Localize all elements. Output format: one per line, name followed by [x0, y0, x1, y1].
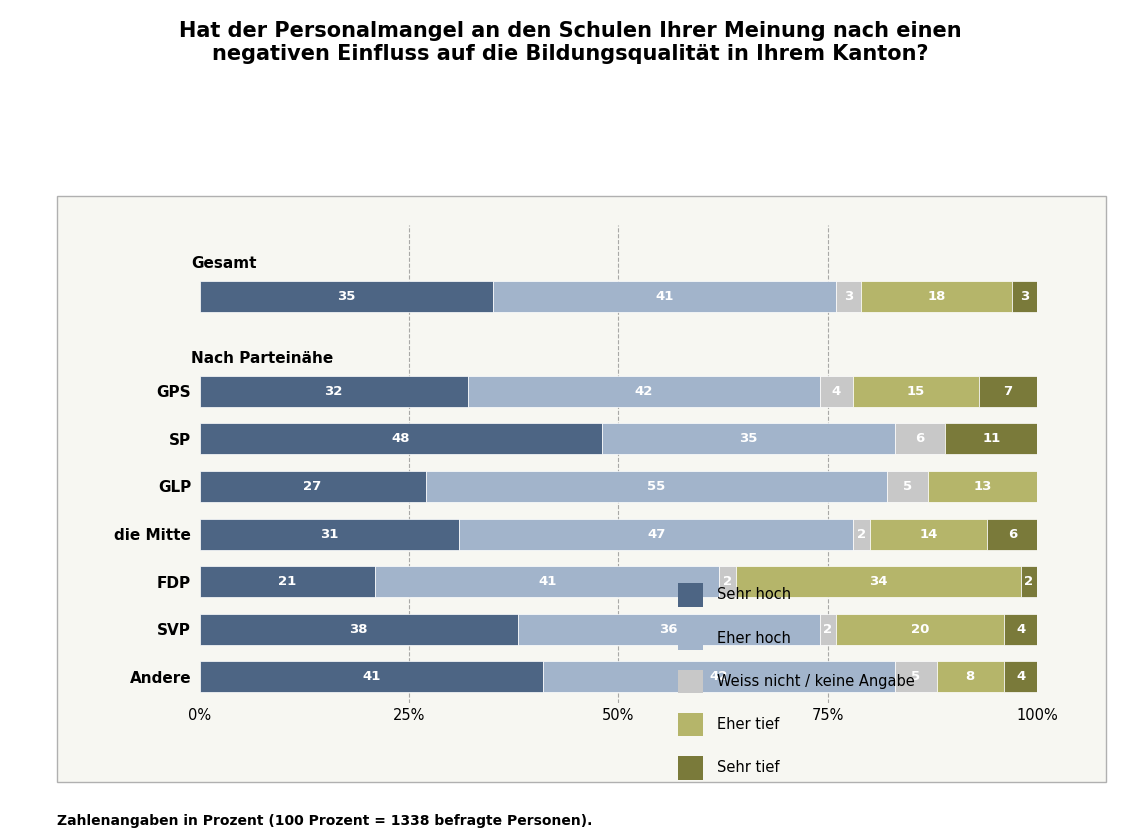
Text: 35: 35 [739, 433, 757, 445]
Bar [979, 376, 1037, 407]
Text: 4: 4 [1016, 671, 1025, 683]
Text: 15: 15 [906, 384, 925, 398]
Text: 6: 6 [915, 433, 925, 445]
Bar [987, 518, 1037, 549]
Bar [200, 518, 459, 549]
Text: 3: 3 [1020, 290, 1029, 303]
Text: 20: 20 [911, 623, 929, 636]
Bar [200, 376, 467, 407]
Bar [937, 661, 1004, 692]
Text: Gesamt: Gesamt [192, 256, 256, 271]
Text: 38: 38 [350, 623, 368, 636]
Text: Eher hoch: Eher hoch [717, 631, 791, 646]
Bar [200, 614, 518, 645]
Bar [719, 567, 735, 597]
Bar [375, 567, 719, 597]
Text: Zahlenangaben in Prozent (100 Prozent = 1338 befragte Personen).: Zahlenangaben in Prozent (100 Prozent = … [57, 814, 593, 828]
Text: Nach Parteinähe: Nach Parteinähe [192, 351, 333, 366]
Bar [895, 423, 945, 454]
Text: 32: 32 [325, 384, 343, 398]
Text: 41: 41 [656, 290, 674, 303]
Bar [887, 471, 928, 502]
Text: 48: 48 [391, 433, 410, 445]
Text: 2: 2 [857, 527, 866, 541]
Text: 3: 3 [845, 290, 854, 303]
Text: 5: 5 [911, 671, 920, 683]
Bar [1012, 280, 1037, 311]
Text: Sehr tief: Sehr tief [717, 760, 780, 775]
Bar [735, 567, 1020, 597]
Text: Weiss nicht / keine Angabe: Weiss nicht / keine Angabe [717, 674, 914, 689]
Text: Eher tief: Eher tief [717, 717, 780, 732]
Bar [200, 423, 602, 454]
Text: 11: 11 [983, 433, 1001, 445]
Bar [1004, 614, 1037, 645]
Text: 2: 2 [823, 623, 832, 636]
Bar [200, 280, 492, 311]
Text: 2: 2 [1025, 575, 1034, 588]
Bar [837, 280, 862, 311]
Text: 5: 5 [903, 480, 912, 493]
Text: 6: 6 [1008, 527, 1017, 541]
Bar [459, 518, 853, 549]
Bar [820, 376, 853, 407]
Text: 42: 42 [710, 671, 728, 683]
Text: 47: 47 [648, 527, 666, 541]
Bar [945, 423, 1037, 454]
Text: 7: 7 [1003, 384, 1012, 398]
Text: 41: 41 [538, 575, 556, 588]
Bar [467, 376, 820, 407]
Bar [895, 661, 937, 692]
Text: 13: 13 [974, 480, 992, 493]
Text: 21: 21 [278, 575, 296, 588]
Text: 55: 55 [648, 480, 666, 493]
Text: 35: 35 [337, 290, 356, 303]
Bar [518, 614, 820, 645]
Bar [870, 518, 987, 549]
Bar [200, 471, 425, 502]
Bar [425, 471, 887, 502]
Text: Hat der Personalmangel an den Schulen Ihrer Meinung nach einen
negativen Einflus: Hat der Personalmangel an den Schulen Ih… [179, 21, 961, 64]
Text: 4: 4 [832, 384, 841, 398]
Text: 42: 42 [634, 384, 653, 398]
Text: 31: 31 [320, 527, 339, 541]
Text: 4: 4 [1016, 623, 1025, 636]
Text: 27: 27 [303, 480, 321, 493]
Bar [1004, 661, 1037, 692]
Text: 14: 14 [919, 527, 938, 541]
Bar [820, 614, 837, 645]
Bar [492, 280, 837, 311]
Text: 2: 2 [723, 575, 732, 588]
Bar [200, 661, 543, 692]
Bar [543, 661, 895, 692]
Bar [1020, 567, 1037, 597]
Text: 41: 41 [363, 671, 381, 683]
Bar [862, 280, 1012, 311]
Bar [200, 567, 375, 597]
Bar [928, 471, 1037, 502]
Bar [602, 423, 895, 454]
Text: 34: 34 [869, 575, 887, 588]
Text: 36: 36 [659, 623, 678, 636]
Bar [853, 376, 979, 407]
Text: 18: 18 [928, 290, 946, 303]
Bar [853, 518, 870, 549]
Text: Sehr hoch: Sehr hoch [717, 587, 791, 602]
Bar [837, 614, 1004, 645]
Text: 8: 8 [966, 671, 975, 683]
